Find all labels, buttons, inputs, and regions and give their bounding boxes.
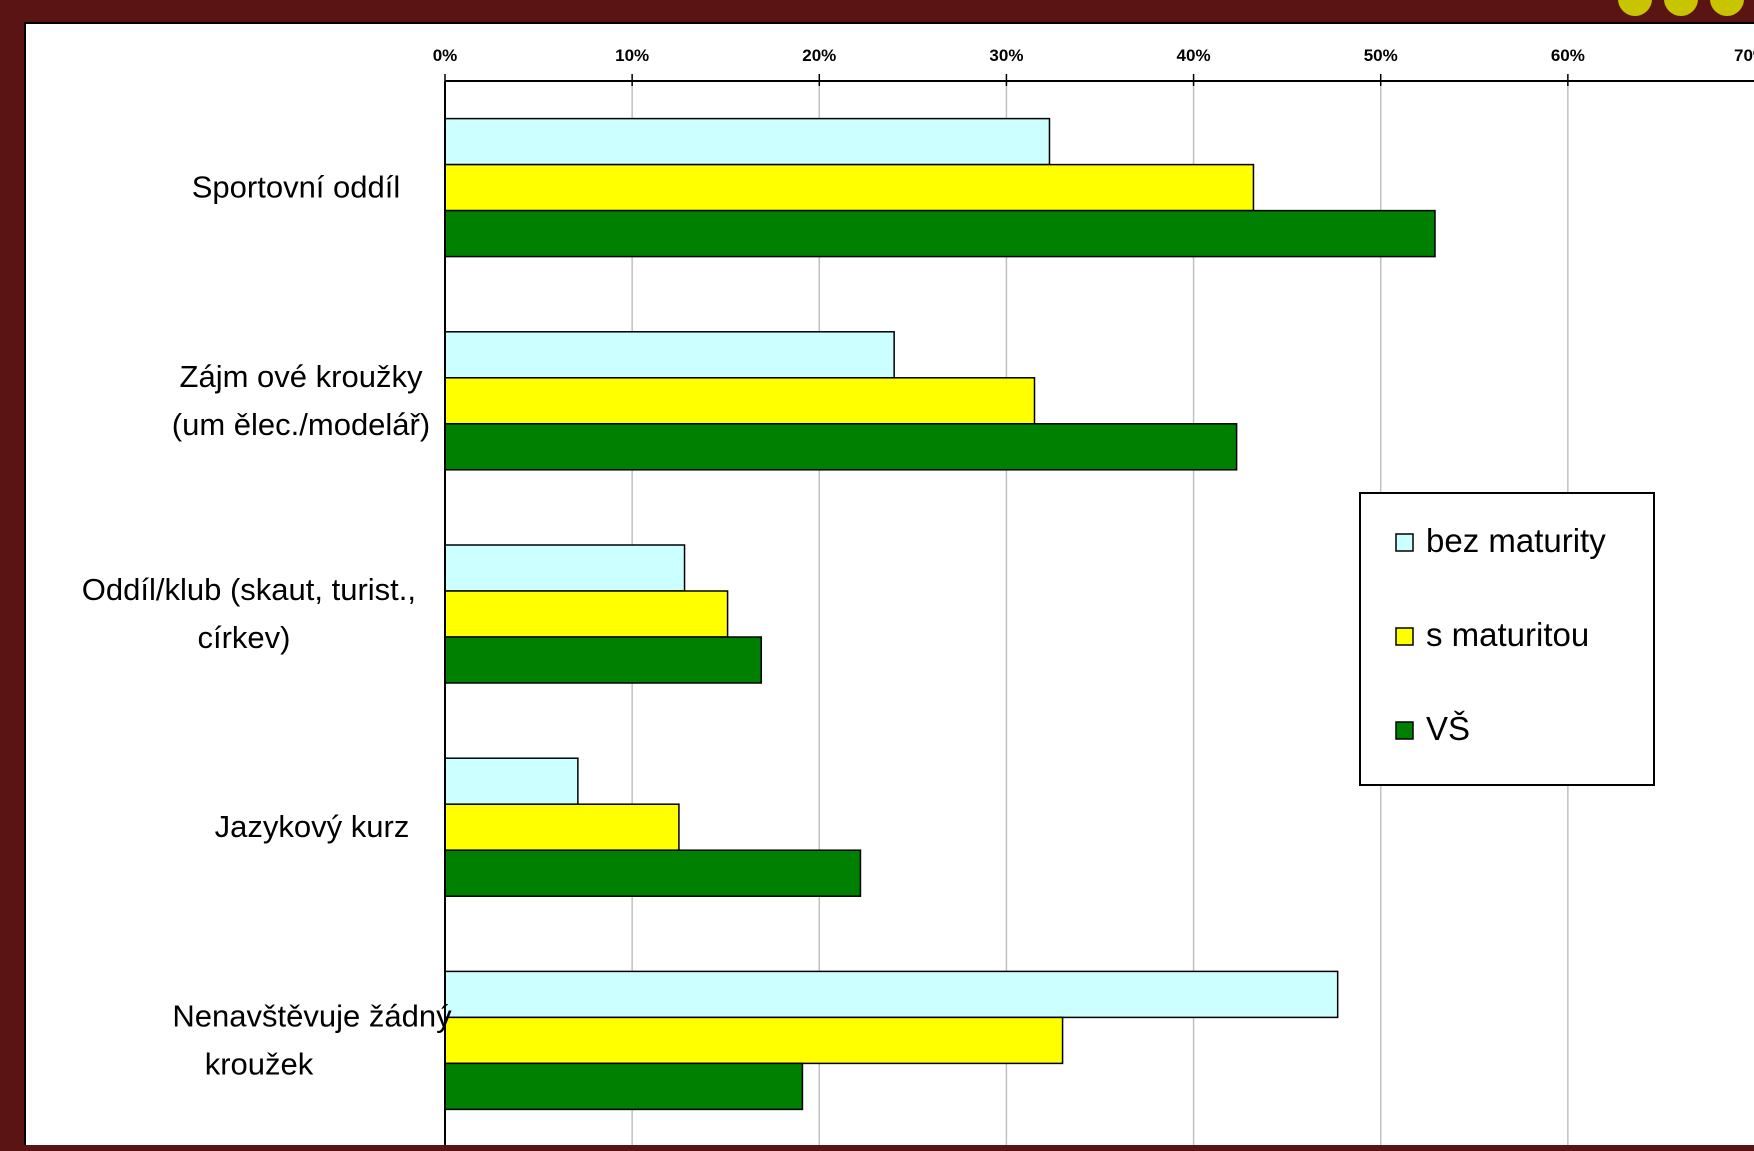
- bar: [444, 803, 680, 851]
- x-tick-label: 10%: [615, 46, 649, 65]
- bar: [444, 377, 1036, 425]
- x-tick-label: 70%: [1734, 46, 1754, 65]
- bar: [444, 331, 895, 379]
- x-tick-label: 60%: [1551, 46, 1585, 65]
- category-label: kroužek: [205, 1046, 314, 1081]
- chart-frame: 0% 10% 20% 30% 40% 50% 60% 70% Sportovní oddíl Zá…: [24, 22, 1754, 1145]
- corner-decoration: [1584, 0, 1754, 22]
- x-tick-label: 30%: [989, 46, 1023, 65]
- legend-label: VŠ: [1426, 710, 1470, 747]
- bar-chart: 0% 10% 20% 30% 40% 50% 60% 70% Sportovní oddíl Zá…: [82, 46, 1754, 1145]
- x-tick-label: 0%: [433, 46, 458, 65]
- legend-swatch: [1395, 627, 1414, 646]
- bar: [444, 849, 862, 897]
- decoration-dot: [1618, 0, 1652, 16]
- category-label: Sportovní oddíl: [192, 170, 401, 205]
- legend-label: bez maturity: [1426, 522, 1606, 559]
- x-tick-label: 20%: [802, 46, 836, 65]
- legend: bez maturity s maturitou VŠ: [1359, 492, 1655, 786]
- bar: [444, 209, 1436, 258]
- bar: [444, 117, 1051, 166]
- legend-swatch: [1395, 721, 1414, 740]
- bar: [444, 757, 579, 805]
- bar: [444, 423, 1238, 471]
- decoration-dot: [1664, 0, 1698, 16]
- category-label: (um ělec./modelář): [172, 407, 430, 442]
- category-label: Jazykový kurz: [215, 809, 410, 844]
- category-label: Nenavštěvuje žádný: [172, 998, 452, 1033]
- bar: [444, 970, 1339, 1019]
- category-label: Zájm ové kroužky: [180, 359, 423, 394]
- bar: [444, 1062, 804, 1111]
- decoration-dot: [1710, 0, 1744, 16]
- legend-swatch: [1395, 533, 1414, 552]
- bar: [444, 544, 686, 592]
- x-tick-label: 40%: [1177, 46, 1211, 65]
- bar: [444, 636, 763, 684]
- category-label: Oddíl/klub (skaut, turist.,: [82, 572, 416, 607]
- bar: [444, 1016, 1064, 1065]
- x-tick-label: 50%: [1364, 46, 1398, 65]
- category-label: církev): [198, 620, 291, 655]
- bar: [444, 163, 1255, 212]
- bar: [444, 590, 729, 638]
- legend-label: s maturitou: [1426, 616, 1589, 653]
